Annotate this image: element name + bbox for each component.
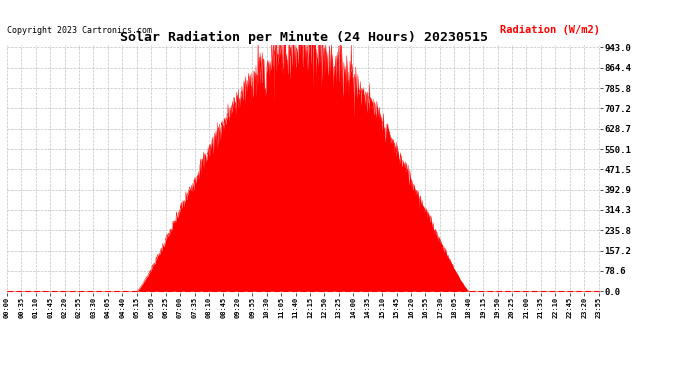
Title: Solar Radiation per Minute (24 Hours) 20230515: Solar Radiation per Minute (24 Hours) 20… bbox=[119, 31, 488, 44]
Text: Copyright 2023 Cartronics.com: Copyright 2023 Cartronics.com bbox=[7, 26, 152, 35]
Text: Radiation (W/m2): Radiation (W/m2) bbox=[500, 25, 600, 35]
